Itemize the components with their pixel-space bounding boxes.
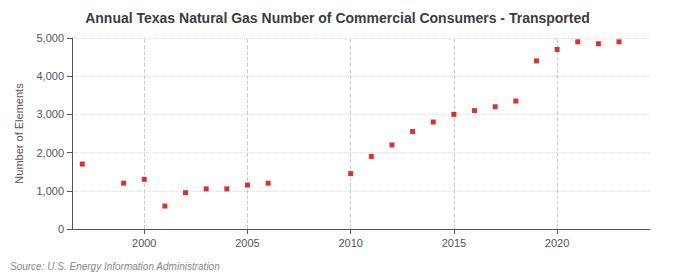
svg-text:Number of Elements: Number of Elements — [13, 83, 25, 184]
svg-text:2000: 2000 — [132, 237, 156, 249]
svg-text:2010: 2010 — [338, 237, 362, 249]
svg-text:1,000: 1,000 — [36, 185, 64, 197]
svg-text:2020: 2020 — [545, 237, 569, 249]
svg-text:2015: 2015 — [442, 237, 466, 249]
svg-text:5,000: 5,000 — [36, 32, 64, 44]
svg-text:0: 0 — [58, 223, 64, 235]
svg-text:4,000: 4,000 — [36, 70, 64, 82]
svg-text:3,000: 3,000 — [36, 108, 64, 120]
svg-text:2005: 2005 — [235, 237, 259, 249]
svg-text:Annual Texas Natural Gas Numbe: Annual Texas Natural Gas Number of Comme… — [85, 10, 590, 26]
svg-text:Source: U.S. Energy Informatio: Source: U.S. Energy Information Administ… — [10, 261, 220, 272]
svg-text:2,000: 2,000 — [36, 147, 64, 159]
